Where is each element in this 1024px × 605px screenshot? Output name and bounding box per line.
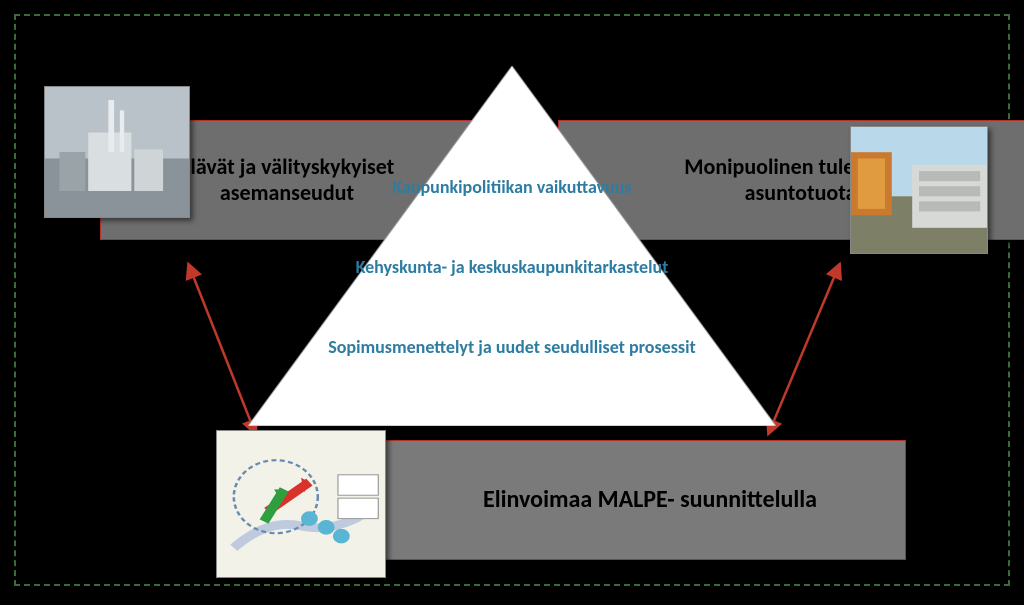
triangle-text-2: Kehyskunta- ja keskuskaupunkitarkastelut [248, 256, 776, 279]
thumb-aerial [44, 86, 190, 218]
triangle-text-3: Sopimusmenettelyt ja uudet seudulliset p… [248, 336, 776, 359]
thumb-rendering [850, 126, 988, 254]
thumb-map [216, 430, 386, 578]
triangle-text-1: Kaupunkipolitiikan vaikuttavuus [248, 176, 776, 199]
center-triangle: Kaupunkipolitiikan vaikuttavuus Kehyskun… [248, 66, 776, 426]
